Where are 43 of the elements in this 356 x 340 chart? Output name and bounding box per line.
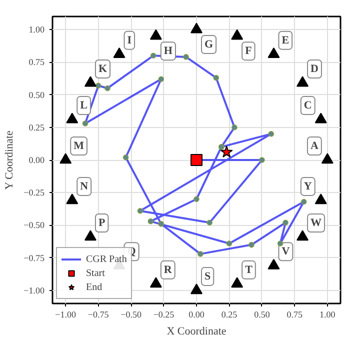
x-tick-label: −0.25 xyxy=(153,310,175,320)
x-tick-label: −0.50 xyxy=(120,310,142,320)
legend-label: End xyxy=(86,280,104,294)
annotation: H xyxy=(164,45,173,58)
annotation: D xyxy=(310,63,319,76)
y-tick-label: −1.00 xyxy=(24,285,45,296)
x-tick-label: 0.25 xyxy=(221,310,238,320)
x-tick-label: 0.00 xyxy=(188,310,205,320)
y-tick-label: −0.75 xyxy=(24,252,45,263)
annotation: Q xyxy=(127,246,136,258)
annotation: I xyxy=(127,34,132,46)
x-axis-title: X Coordinate xyxy=(166,326,226,338)
x-tick-label: −0.75 xyxy=(88,310,110,320)
annotation: M xyxy=(74,140,85,152)
annotation: N xyxy=(80,180,88,192)
y-axis-title: Y Coordinate xyxy=(4,130,16,190)
annotation: R xyxy=(164,264,173,276)
annotation: T xyxy=(245,264,254,276)
annotation: C xyxy=(304,100,312,112)
annotation: Y xyxy=(304,180,312,192)
annotation: S xyxy=(204,270,211,282)
annotation: E xyxy=(282,34,290,46)
y-tick-label: 0.00 xyxy=(28,155,45,165)
annotation: G xyxy=(204,38,214,51)
annotation: V xyxy=(282,246,290,258)
y-tick-label: −0.50 xyxy=(24,220,45,230)
annotation: W xyxy=(310,216,322,229)
annotation: A xyxy=(310,140,318,152)
legend-label: CGR Path xyxy=(86,252,127,266)
y-tick-label: 0.50 xyxy=(28,90,45,100)
annotation: F xyxy=(245,45,252,58)
y-tick-label: 0.25 xyxy=(28,122,45,132)
y-tick-label: −0.25 xyxy=(24,188,45,198)
x-tick-label: −1.00 xyxy=(55,310,77,320)
x-tick-label: 0.50 xyxy=(254,310,270,320)
annotation: L xyxy=(80,100,88,112)
annotation: K xyxy=(98,63,108,76)
x-tick-label: 1.00 xyxy=(320,310,336,320)
legend-label: Start xyxy=(86,266,106,280)
y-tick-label: 1.00 xyxy=(28,24,45,35)
x-tick-label: 0.75 xyxy=(286,310,304,320)
annotation: P xyxy=(98,216,106,229)
y-tick-label: 0.75 xyxy=(28,57,45,68)
